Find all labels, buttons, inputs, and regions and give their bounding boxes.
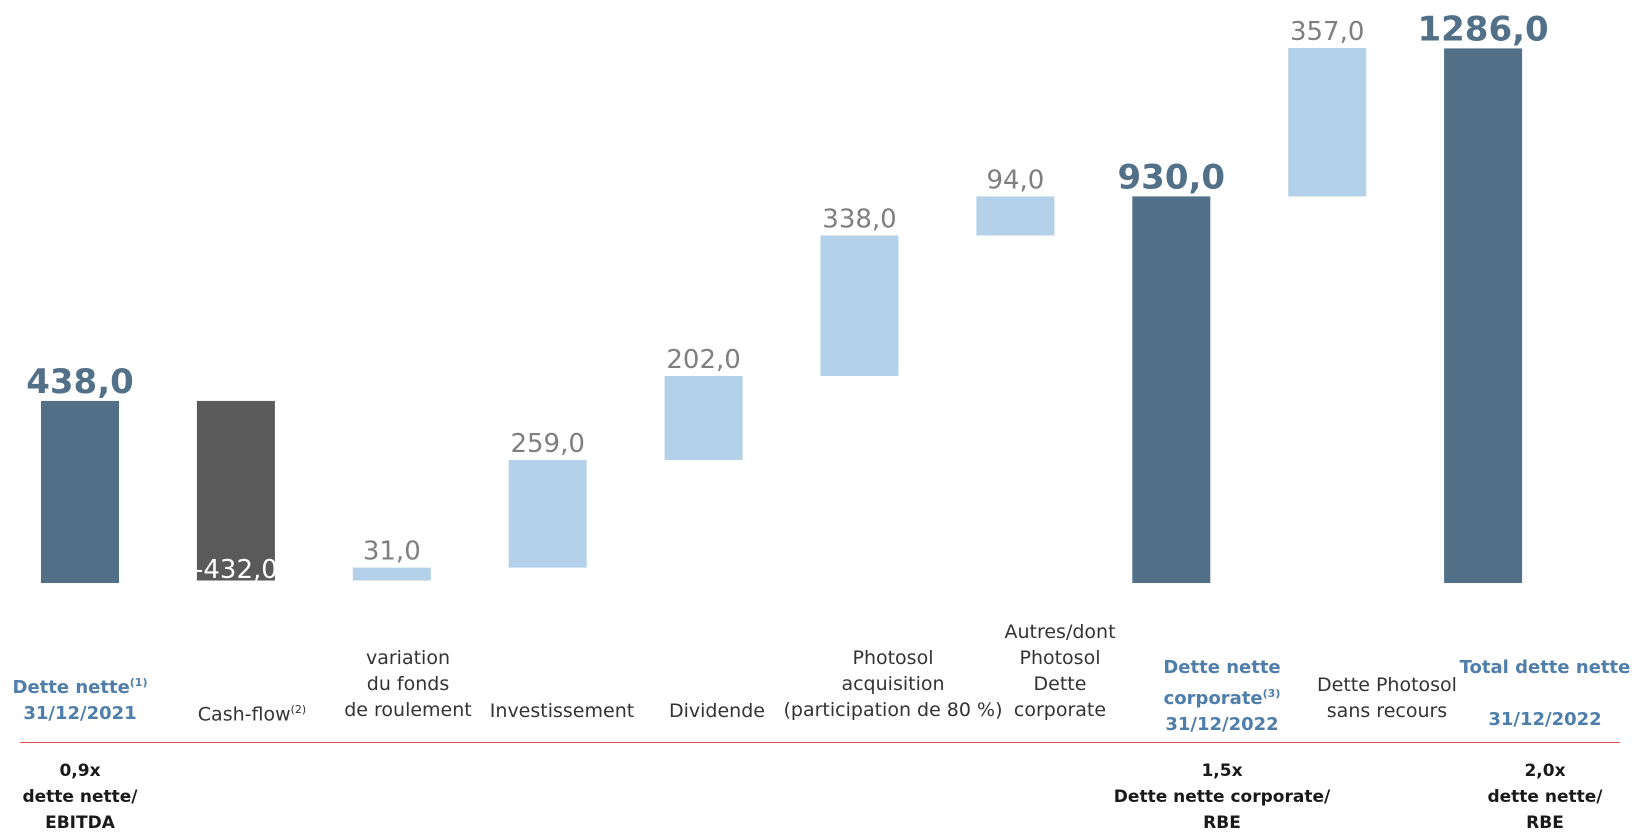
category-label-line: Dette <box>1033 673 1087 695</box>
value-label-2: 31,0 <box>363 537 421 567</box>
category-label-line: Photosol <box>1019 647 1101 669</box>
category-label-total-dette-nette-2022: Total dette nette 31/12/2022 <box>1455 655 1635 733</box>
bar-8 <box>1288 47 1367 197</box>
category-label-line: Dette nette <box>1163 657 1281 678</box>
category-label-autres-photosol: Autres/dont Photosol Dette corporate <box>1000 619 1120 723</box>
value-label-8: 357,0 <box>1290 17 1364 47</box>
category-label-line: variation <box>365 647 450 669</box>
category-label-dividende: Dividende <box>662 698 772 724</box>
value-label-1: -432,0 <box>194 555 278 585</box>
ratio-note-total-rbe: 2,0x dette nette/ RBE <box>1415 758 1635 836</box>
footnote-marker: (2) <box>290 703 307 716</box>
footnote-marker: (3) <box>1262 687 1281 700</box>
category-label-line: (participation de 80 %) <box>783 699 1003 721</box>
category-label-line: Autres/dont <box>1004 621 1116 643</box>
ratio-line: EBITDA <box>45 813 115 833</box>
value-label-3: 259,0 <box>510 429 584 459</box>
ratio-line: RBE <box>1203 813 1241 833</box>
bar-4 <box>664 375 743 460</box>
value-label-4: 202,0 <box>666 345 740 375</box>
category-label-line: Investissement <box>489 700 635 722</box>
category-label-line: du fonds <box>366 673 450 695</box>
bar-5 <box>820 235 899 376</box>
bar-0 <box>41 400 119 583</box>
separator-rule <box>20 742 1620 743</box>
category-label-line: 31/12/2022 <box>1488 709 1602 730</box>
value-label-5: 338,0 <box>822 204 896 234</box>
category-label-line: Dette Photosol <box>1317 674 1457 696</box>
value-label-7: 930,0 <box>1118 157 1226 197</box>
ratio-note-corporate-rbe: 1,5x Dette nette corporate/ RBE <box>1092 758 1352 836</box>
category-label-line: de roulement <box>344 699 472 721</box>
bar-1 <box>196 400 275 581</box>
bar-3 <box>508 459 587 568</box>
category-label-line: 31/12/2022 <box>1165 714 1279 735</box>
category-label-line: Total dette nette <box>1459 657 1631 678</box>
category-label-line: acquisition <box>841 673 945 695</box>
bar-2 <box>352 567 431 581</box>
category-label-line: Dividende <box>669 700 765 722</box>
category-label-photosol-acquisition: Photosol acquisition (participation de 8… <box>778 645 1008 723</box>
value-label-9: 1286,0 <box>1417 9 1548 49</box>
bar-7 <box>1132 196 1211 584</box>
category-label-investissement: Investissement <box>467 698 657 724</box>
bar-6 <box>976 196 1055 236</box>
category-label-line: sans recours <box>1326 700 1448 722</box>
footnote-marker: (1) <box>129 676 148 689</box>
ratio-line: 1,5x <box>1201 761 1243 781</box>
ratio-line: 2,0x <box>1524 761 1566 781</box>
category-label-dette-nette-2021: Dette nette(1) 31/12/2021 <box>0 670 165 727</box>
category-label-line: Cash-flow <box>197 703 291 726</box>
ratio-note-ebitda: 0,9x dette nette/ EBITDA <box>0 758 210 836</box>
ratio-line: dette nette/ <box>1487 787 1603 807</box>
category-label-cash-flow: Cash-flow(2) <box>167 697 337 727</box>
category-label-dette-photosol-sans-recours: Dette Photosol sans recours <box>1302 672 1472 724</box>
bar-9 <box>1444 48 1523 584</box>
waterfall-chart: 438,0 -432,0 31,0 259,0 202,0 338,0 94,0 930,0 3… <box>26 9 1548 585</box>
category-label-line: corporate <box>1163 688 1263 709</box>
category-label-dette-nette-corporate-2022: Dette nette corporate(3) 31/12/2022 <box>1137 655 1307 738</box>
ratio-line: Dette nette corporate/ <box>1113 787 1331 807</box>
ratio-line: dette nette/ <box>22 787 138 807</box>
value-label-0: 438,0 <box>26 362 134 402</box>
ratio-line: RBE <box>1526 813 1564 833</box>
category-label-variation-fonds-roulement: variation du fonds de roulement <box>323 645 493 723</box>
category-label-line: 31/12/2021 <box>23 703 137 724</box>
category-label-line: Photosol <box>852 647 934 669</box>
ratio-line: 0,9x <box>59 761 101 781</box>
value-label-6: 94,0 <box>986 165 1044 195</box>
category-label-line: Dette nette <box>12 677 130 698</box>
category-label-line: corporate <box>1013 699 1107 721</box>
